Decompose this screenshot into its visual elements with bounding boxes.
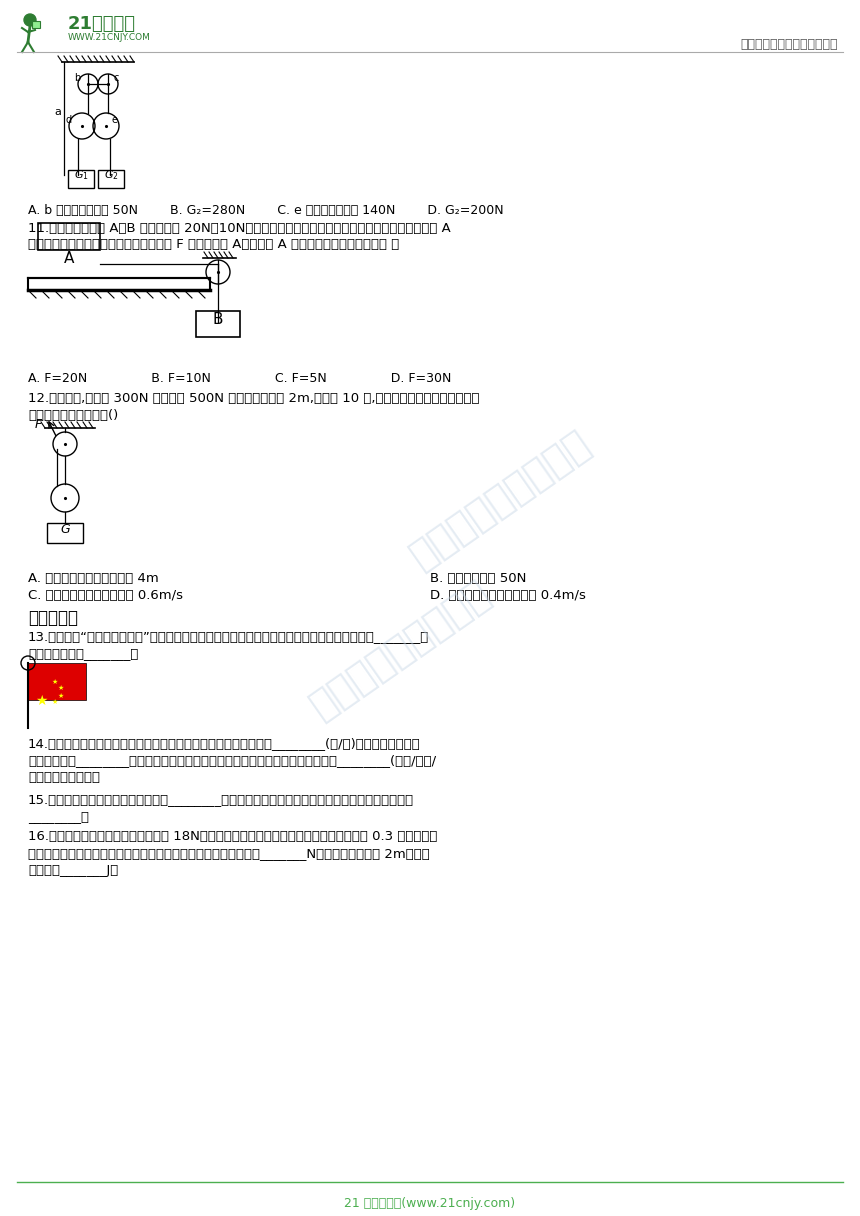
Text: ★: ★ xyxy=(52,699,58,705)
Text: a: a xyxy=(54,107,61,117)
Text: 世界教育网精选资料: 世界教育网精选资料 xyxy=(303,574,497,726)
Text: 21 世纪教育网(www.21cnjy.com): 21 世纪教育网(www.21cnjy.com) xyxy=(345,1197,515,1210)
Text: 擦）下列说法正确的是(): 擦）下列说法正确的是() xyxy=(28,409,119,422)
Text: ★: ★ xyxy=(52,679,58,685)
Text: D. 绳子自由端移动的速度为 0.4m/s: D. 绳子自由端移动的速度为 0.4m/s xyxy=(430,589,586,602)
Text: A. F=20N                B. F=10N                C. F=5N                D. F=30N: A. F=20N B. F=10N C. F=5N D. F=30N xyxy=(28,372,452,385)
Text: F: F xyxy=(35,418,42,430)
Bar xyxy=(38,223,100,250)
Text: $G_2$: $G_2$ xyxy=(103,168,119,182)
Bar xyxy=(32,21,40,28)
Text: 中小学教育资及组卷应用平台: 中小学教育资及组卷应用平台 xyxy=(740,38,838,51)
Text: 二、填空题: 二、填空题 xyxy=(28,609,78,627)
Text: 21世纪教育: 21世纪教育 xyxy=(68,15,136,33)
Text: A. b 处绳子的拉力为 50N        B. G₂=280N        C. e 处绳子的拉力为 140N        D. G₂=200N: A. b 处绳子的拉力为 50N B. G₂=280N C. e 处绳子的拉力为… xyxy=(28,204,504,216)
Text: 重力做功_______J。: 重力做功_______J。 xyxy=(28,865,119,877)
Text: 16.在如图所示的装置中，甲的重力为 18N，它在水平面上滑动时，所受的摩擦力是重力的 0.3 倍，乙物体: 16.在如图所示的装置中，甲的重力为 18N，它在水平面上滑动时，所受的摩擦力是… xyxy=(28,831,438,843)
Text: 世界教育网精选资料: 世界教育网精选资料 xyxy=(403,424,597,576)
Text: A: A xyxy=(64,250,74,266)
Text: ★: ★ xyxy=(58,685,64,691)
Bar xyxy=(28,663,86,700)
Text: b: b xyxy=(74,73,80,83)
Text: ★: ★ xyxy=(35,694,47,708)
Text: 14.星期一学校举行升旗仪式，在旗杆顶端装有一个滑轮。该滑轮是________(定/动)滑轮，它的作用是: 14.星期一学校举行升旗仪式，在旗杆顶端装有一个滑轮。该滑轮是________(… xyxy=(28,737,421,750)
Circle shape xyxy=(24,15,36,26)
Text: B: B xyxy=(212,313,224,327)
Text: $G_1$: $G_1$ xyxy=(74,168,89,182)
Bar xyxy=(196,311,240,337)
Text: 15.使用定滑轮不能省力，但可以改变________；使用动滑轮可以省一半力，国旗旗杆顶上的滑轮属于: 15.使用定滑轮不能省力，但可以改变________；使用动滑轮可以省一半力，国… xyxy=(28,793,415,806)
Text: B. 动滑轮的重是 50N: B. 动滑轮的重是 50N xyxy=(430,572,526,585)
Text: 匀速下落过程中，不计绳重、滑轮重和转轴处的摩擦，乙的重力为_______N，若乙匀速下降了 2m，甲的: 匀速下落过程中，不计绳重、滑轮重和转轴处的摩擦，乙的重力为_______N，若乙… xyxy=(28,848,430,860)
Text: e: e xyxy=(112,116,118,125)
Text: WWW.21CNJY.COM: WWW.21CNJY.COM xyxy=(68,33,150,43)
Text: G: G xyxy=(60,523,70,536)
Bar xyxy=(47,523,83,544)
Bar xyxy=(98,170,124,188)
Text: d: d xyxy=(65,116,71,125)
Text: C. 绳子自由端移动的速度为 0.6m/s: C. 绳子自由端移动的速度为 0.6m/s xyxy=(28,589,183,602)
Text: A. 绳子自由端移动的距离是 4m: A. 绳子自由端移动的距离是 4m xyxy=(28,572,159,585)
Text: 13.学校开展“升国旗，唱国歌”的主题活动，如图所示为某学校升旗的情景，旗杆顶装的滑轮是_______滑: 13.学校开展“升国旗，唱国歌”的主题活动，如图所示为某学校升旗的情景，旗杆顶装… xyxy=(28,630,429,643)
Text: c: c xyxy=(113,73,119,83)
Text: 可以改变力的________，在国旗匀速上升的过程中（不计绳重和摩擦），拉力大小________(大于/小于/: 可以改变力的________，在国旗匀速上升的过程中（不计绳重和摩擦），拉力大小… xyxy=(28,754,436,767)
Bar xyxy=(68,170,94,188)
Text: 轮，它的作用是_______。: 轮，它的作用是_______。 xyxy=(28,647,138,660)
Text: ________。: ________。 xyxy=(28,810,89,823)
Text: 12.如图所示,工人用 300N 的力将重 500N 的物体匀速提升 2m,共用了 10 秒,若在此过程中（忽略绳重和摩: 12.如图所示,工人用 300N 的力将重 500N 的物体匀速提升 2m,共用… xyxy=(28,392,480,405)
Text: 等于）国旗的重力。: 等于）国旗的重力。 xyxy=(28,771,100,784)
Text: 在水平面上向右作匀速直线运动，若用力 F 向左拉物体 A，使物体 A 向左作匀速直线运动，则（ ）: 在水平面上向右作匀速直线运动，若用力 F 向左拉物体 A，使物体 A 向左作匀速… xyxy=(28,238,399,250)
Text: ★: ★ xyxy=(58,693,64,699)
Text: 11.如图所示，物体 A、B 的重分别为 20N、10N，滑轮重和滑轮与绳子之间的摩擦忽略不计，此时物体 A: 11.如图所示，物体 A、B 的重分别为 20N、10N，滑轮重和滑轮与绳子之间… xyxy=(28,223,451,235)
